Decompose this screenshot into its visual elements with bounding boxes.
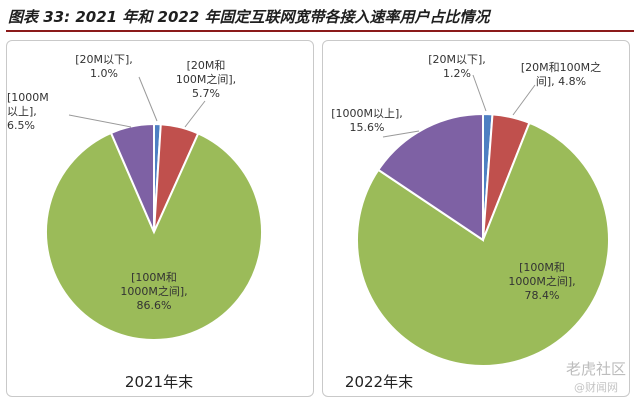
leader-line-2022-1 [512, 84, 536, 116]
slice-label-100to1000-2021: [100M和 1000M之间], 86.6% [120, 271, 188, 312]
chart-title-2021: 2021年末 [124, 373, 194, 391]
pie-slice-ge1000-2022 [376, 112, 484, 242]
pie-slice-ge1000-2021 [109, 122, 155, 233]
slice-label-lt20-2021: [20M以下], 1.0% [75, 53, 133, 80]
leader-line-2022-0 [472, 74, 487, 112]
slice-label-ge1000-2021: [1000M 以上], 6.5% [7, 91, 49, 132]
leader-line-2021-1 [184, 100, 206, 128]
chart-panel-2022: [20M以下], 1.2% [20M和100M之 间], 4.8% [1000M… [322, 40, 630, 397]
slice-label-20to100-2021: [20M和 100M之间], 5.7% [175, 59, 237, 100]
chart-title-2022: 2022年末 [344, 373, 414, 391]
pie-slice-100to1000-2021 [45, 131, 263, 341]
slice-label-ge1000-2022: [1000M以上], 15.6% [331, 107, 403, 134]
pie-chart-2022 [356, 74, 610, 367]
pie-slice-100to1000-2022 [356, 121, 610, 367]
pie-chart-2021 [45, 76, 263, 341]
leader-line-2022-2 [382, 130, 420, 138]
slice-label-lt20-2022: [20M以下], 1.2% [428, 53, 486, 80]
slice-label-20to100-2022: [20M和100M之 间], 4.8% [520, 61, 602, 88]
slice-label-100to1000-2022: [100M和 1000M之间], 78.4% [508, 261, 576, 302]
chart-panel-2021: [20M以下], 1.0% [20M和 100M之间], 5.7% [1000M… [6, 40, 314, 397]
title-rule [6, 30, 634, 32]
leader-line-2021-2 [68, 114, 132, 128]
watermark-sub: @财闻网 [574, 381, 618, 394]
watermark: 老虎社区 [565, 360, 626, 378]
leader-line-2021-0 [138, 76, 158, 122]
figure-title: 图表 33: 2021 年和 2022 年固定互联网宽带各接入速率用户占比情况 [8, 8, 490, 26]
